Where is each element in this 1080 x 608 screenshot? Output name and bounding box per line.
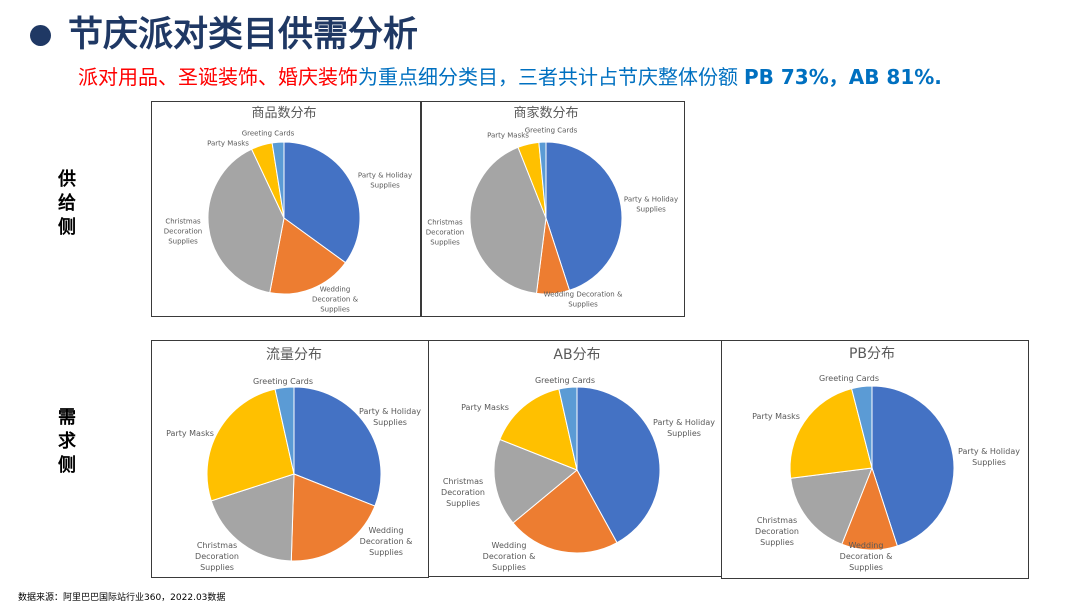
pie-label-greeting-cards: Greeting Cards [819,374,879,383]
pie-label-party-holiday-supplies: Party & Holiday Supplies [653,418,715,438]
pie-slice-party-holiday-supplies [871,385,955,547]
chart-title-traffic: 流量分布 [266,347,322,363]
pie-slice-greeting-cards [538,141,547,219]
pie-label-party-masks: Party Masks [752,412,800,421]
pie-label-christmas-decoration-supplies: Christmas Decoration Supplies [164,217,202,245]
pie-slice-party-masks [206,388,295,502]
pie-slice-wedding-decoration-supplies [269,217,347,295]
pie-label-wedding-decoration-supplies: Wedding Decoration & Supplies [360,526,413,557]
pie-chart-product-count: Party & Holiday Supplies Wedding Decoration… [164,129,412,313]
pie-label-wedding-decoration-supplies: Wedding Decoration & Supplies [483,541,536,572]
pie-slice-christmas-decoration-supplies [493,438,578,524]
pie-label-party-masks: Party Masks [207,139,249,147]
subtitle-text: 为重点细分类目，三者共计占节庆整体份额 [358,65,738,89]
title-bullet-dot [30,25,51,46]
pie-label-greeting-cards: Greeting Cards [525,126,578,134]
pie-slice-wedding-decoration-supplies [290,473,376,562]
pie-slice-party-holiday-supplies [576,386,661,544]
pie-label-greeting-cards: Greeting Cards [253,377,313,386]
pie-slice-christmas-decoration-supplies [790,467,873,545]
pie-slice-party-holiday-supplies [293,386,382,507]
pie-label-party-masks: Party Masks [487,131,529,139]
chart-title-product-count: 商品数分布 [251,106,316,121]
pie-label-party-masks: Party Masks [461,403,509,412]
pie-label-party-holiday-supplies: Party & Holiday Supplies [359,407,421,427]
pie-label-party-holiday-supplies: Party & Holiday Supplies [624,195,678,213]
pie-slice-party-holiday-supplies [545,141,623,291]
pie-chart-traffic: Party & Holiday Supplies Wedding Decoration… [166,377,421,572]
pie-label-wedding-decoration-supplies: Wedding Decoration & Supplies [544,290,623,308]
page-title: 节庆派对类目供需分析 [68,15,419,55]
pie-chart-ab: Party & Holiday Supplies Wedding Decoration… [441,376,715,572]
pie-label-wedding-decoration-supplies: Wedding Decoration & Supplies [312,285,359,313]
pie-label-christmas-decoration-supplies: Christmas Decoration Supplies [426,218,464,246]
data-source-note: 数据来源：阿里巴巴国际站行业360，2022.03数据 [18,593,226,603]
pie-slice-christmas-decoration-supplies [210,473,295,562]
chart-title-ab: AB分布 [553,347,600,363]
pie-label-party-masks: Party Masks [166,429,214,438]
chart-frame-pb [721,340,1029,579]
pie-chart-seller-count: Party & Holiday Supplies Wedding Decoratio… [426,126,678,308]
pie-label-greeting-cards: Greeting Cards [535,376,595,385]
side-label-demand: 需求侧 [58,407,76,476]
pie-chart-pb: Party & Holiday Supplies Wedding Decoration… [752,374,1020,572]
pie-slice-greeting-cards [851,385,873,469]
pie-label-christmas-decoration-supplies: Christmas Decoration Supplies [441,477,485,508]
pie-label-christmas-decoration-supplies: Christmas Decoration Supplies [195,541,239,572]
chart-frame-product-count [151,101,421,317]
pie-slice-party-masks [789,387,873,479]
pie-slice-party-holiday-supplies [283,141,361,264]
pie-slice-greeting-cards [558,386,578,471]
chart-frame-seller-count [421,101,685,317]
chart-title-seller-count: 商家数分布 [513,105,578,121]
pie-slice-christmas-decoration-supplies [469,146,547,294]
pie-slice-party-masks [499,388,578,471]
page-subtitle: 派对用品、圣诞装饰、婚庆装饰为重点细分类目，三者共计占节庆整体份额 PB 73%，… [78,64,942,90]
pie-label-greeting-cards: Greeting Cards [242,129,295,137]
pie-label-wedding-decoration-supplies: Wedding Decoration & Supplies [840,541,893,572]
subtitle-highlight: 派对用品、圣诞装饰、婚庆装饰 [78,65,358,89]
pie-label-party-holiday-supplies: Party & Holiday Supplies [958,447,1020,467]
pie-slice-wedding-decoration-supplies [512,469,618,554]
pie-slice-greeting-cards [271,141,285,219]
side-label-supply: 供给侧 [58,169,76,238]
chart-title-pb: PB分布 [849,346,895,362]
pie-label-party-holiday-supplies: Party & Holiday Supplies [358,171,412,189]
subtitle-figures: PB 73%，AB 81%. [744,65,942,89]
pie-label-christmas-decoration-supplies: Christmas Decoration Supplies [755,516,799,547]
pie-slice-christmas-decoration-supplies [207,148,285,294]
pie-slice-greeting-cards [274,386,295,475]
